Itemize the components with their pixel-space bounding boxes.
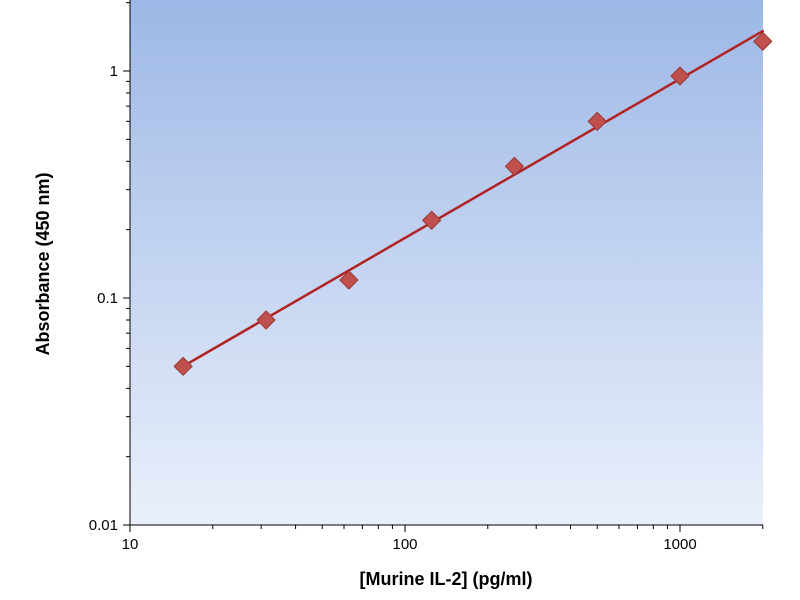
data-point xyxy=(173,356,193,377)
x-ticks xyxy=(129,525,764,532)
y-tick-label: 1 xyxy=(110,63,118,80)
data-point xyxy=(256,310,276,330)
plot-area xyxy=(130,0,763,525)
x-tick-label: 10 xyxy=(122,536,139,553)
x-tick-label: 1000 xyxy=(663,536,696,553)
data-point xyxy=(670,66,690,86)
y-tick-label: 0.01 xyxy=(89,517,118,534)
y-axis: 0.01 0.1 1 xyxy=(89,0,131,534)
data-point xyxy=(339,270,359,290)
fit-layer xyxy=(181,29,765,368)
data-point xyxy=(587,111,607,132)
y-ticks xyxy=(123,2,130,526)
y-axis-title: Absorbance (450 nm) xyxy=(33,172,53,355)
y-tick-labels: 0.01 0.1 1 xyxy=(89,63,118,534)
points-layer xyxy=(173,31,773,377)
y-tick-label: 0.1 xyxy=(97,290,118,307)
data-point xyxy=(421,210,442,230)
x-axis-title: [Murine IL-2] (pg/ml) xyxy=(360,569,533,589)
x-axis: 10 100 1000 xyxy=(122,524,764,553)
data-point xyxy=(504,156,525,177)
fit-line xyxy=(181,29,765,368)
data-point xyxy=(753,31,773,52)
x-tick-label: 100 xyxy=(392,536,417,553)
x-tick-labels: 10 100 1000 xyxy=(122,536,697,553)
